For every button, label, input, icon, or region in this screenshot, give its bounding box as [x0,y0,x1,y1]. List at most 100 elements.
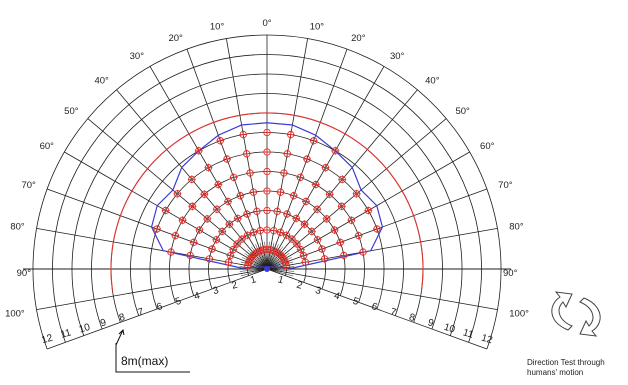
test-point-cross [296,245,305,254]
test-point-cross [249,188,258,197]
test-point-cross [256,226,265,235]
angle-label: 40° [94,76,109,87]
range-label: 10 [78,322,92,336]
test-point-cross [166,248,175,257]
test-point-cross [188,202,197,211]
test-point-cross [263,128,271,137]
test-point-cross [352,189,361,198]
test-point-cross [339,251,348,260]
test-point-cross [372,224,381,233]
angle-label: 100° [509,309,529,320]
test-point-cross [364,206,373,215]
angle-labels: 0° 10° 10° 20° 20° 30° 30° 40° 40° 50° 50° 60° 60° 70… [5,18,529,320]
max-range-frame [115,343,190,373]
test-point-cross [292,214,301,223]
test-point-cross [286,130,295,139]
test-point-cross [337,202,346,211]
angle-label: 30° [390,51,405,62]
angle-spoke-fine [266,261,294,270]
test-point-cross [289,191,298,200]
test-point-cross [203,214,212,223]
range-label: 11 [59,327,72,341]
angle-spoke-fine [266,253,290,270]
angle-label: 90° [17,268,32,279]
angle-spoke-fine [266,268,294,277]
test-point-cross [307,227,316,236]
angle-spoke-fine [266,268,294,274]
test-point-cross [229,245,238,254]
angle-spoke-fine [247,249,268,270]
angle-label: 70° [21,180,36,191]
test-point-cross [233,239,242,248]
range-label: 6 [155,301,164,313]
test-point-cross [243,231,252,240]
test-point-cross [187,175,196,184]
range-label: 3 [212,285,221,297]
sensor-origin [264,266,270,272]
angle-label: 30° [130,51,145,62]
range-label: 3 [314,285,323,297]
caption-line-2: humans' motion [527,368,583,377]
angle-spoke-fine [266,268,293,279]
range-label: 10 [443,322,457,336]
test-point-cross [302,197,310,206]
test-point-cross [229,173,238,182]
test-point-cross [189,238,198,247]
angle-spoke-fine [264,241,268,270]
angle-spoke-fine [240,261,268,270]
caption-line-1: Direction Test through [527,358,605,367]
angle-label: 60° [480,141,495,152]
test-point-cross [263,148,271,156]
test-point-cross [212,205,221,214]
test-point-cross [321,163,330,172]
test-point-cross [208,244,217,253]
test-point-cross [313,205,322,214]
test-point-cross [359,248,368,257]
test-point-cross [279,168,288,177]
test-point-cross [161,206,170,215]
test-point-cross [218,227,227,236]
angle-label: 0° [262,18,271,29]
test-point-cross [288,235,297,244]
angle-label: 40° [425,76,440,87]
test-point-cross [282,231,291,240]
angle-label: 20° [351,33,366,44]
max-range-callout: 8m(max) [115,328,190,373]
test-point-cross [263,187,271,195]
test-point-cross [309,136,318,145]
range-label: 4 [333,290,342,302]
test-point-cross [354,231,363,240]
angle-spoke-fine [266,249,287,270]
test-point-cross [178,216,187,225]
test-point-cross [200,190,209,199]
test-point-cross [242,149,251,158]
range-label: 1 [276,274,285,286]
test-point-cross [299,251,308,260]
range-label: 8 [408,312,417,324]
angle-label: 80° [10,221,25,232]
range-label: 9 [99,317,108,329]
test-point-cross [303,155,312,164]
range-label: 12 [40,333,54,347]
angle-label: 50° [455,106,470,117]
test-point-cross [153,224,162,233]
test-point-cross [252,207,261,216]
angle-spoke-fine [240,268,268,274]
range-label: 7 [389,307,398,319]
angle-spoke-fine [266,241,270,270]
test-point-cross [239,130,248,139]
test-point-cross [283,149,292,158]
test-point-cross [296,173,305,182]
test-point-cross [173,189,182,198]
range-label: 6 [370,301,379,313]
detection-zone [150,122,384,272]
test-point-cross [317,244,326,253]
test-point-cross [225,220,234,229]
direction-arrows-icon [551,291,601,337]
range-label: 7 [137,306,146,318]
angle-label: 70° [498,180,513,191]
angle-label: 20° [168,33,183,44]
test-point-cross [325,190,334,199]
test-point-cross [331,146,340,155]
